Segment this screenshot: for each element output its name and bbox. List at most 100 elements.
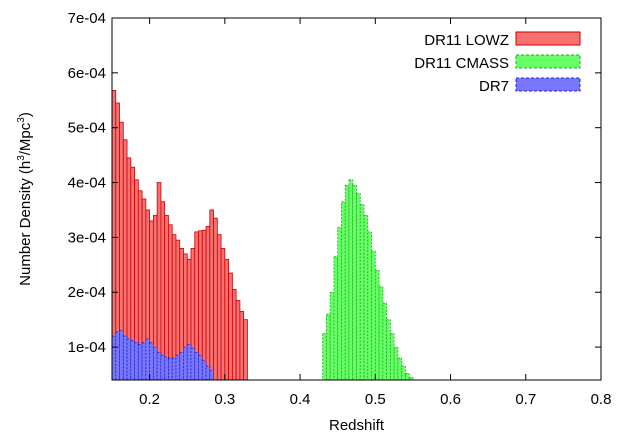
y-axis-title: Number Density (h3/Mpc3) — [16, 112, 34, 286]
bar — [164, 215, 169, 381]
bar — [235, 300, 241, 381]
bar — [156, 352, 162, 381]
bar — [216, 234, 222, 381]
bar — [198, 354, 203, 381]
bar — [220, 247, 226, 381]
bar — [119, 330, 124, 381]
bar — [171, 357, 177, 381]
series-2 — [111, 330, 214, 381]
bar — [205, 365, 211, 381]
bar — [201, 360, 207, 381]
bar — [378, 286, 384, 381]
legend-swatch — [515, 31, 581, 46]
y-axis-title-mid: /Mpc — [17, 122, 34, 155]
bar — [175, 354, 181, 381]
plot-frame — [111, 17, 602, 381]
histogram-bars — [111, 90, 414, 381]
bar — [231, 289, 237, 381]
x-tick-label: 0.5 — [365, 391, 386, 408]
bar — [145, 338, 151, 381]
bar — [322, 332, 327, 381]
bar — [209, 209, 214, 381]
y-axis-title-prefix: Number Density (h — [17, 161, 34, 286]
bar — [329, 291, 335, 381]
bar — [363, 215, 369, 381]
y-tick-label: 4e-04 — [68, 175, 106, 192]
y-tick-label: 7e-04 — [68, 10, 106, 27]
bar — [374, 269, 380, 381]
legend-label: DR11 LOWZ — [424, 32, 509, 49]
bar — [228, 272, 233, 381]
bar — [348, 179, 354, 381]
x-axis-title: Redshift — [329, 417, 385, 434]
bar — [134, 342, 139, 381]
bar — [359, 204, 365, 381]
bar — [156, 182, 162, 381]
x-tick-label: 0.2 — [139, 391, 160, 408]
bar — [141, 342, 147, 381]
bar — [183, 346, 188, 381]
bar — [367, 231, 372, 381]
bar — [401, 365, 406, 381]
y-tick-label: 1e-04 — [68, 339, 106, 356]
bar — [160, 201, 166, 381]
bar — [152, 346, 158, 381]
y-axis-title-sup2: 3 — [16, 117, 27, 123]
bar — [356, 193, 361, 381]
bar — [122, 335, 128, 381]
bar — [111, 335, 117, 381]
bar — [213, 217, 218, 381]
axis-ticks: 0.2 0.3 0.4 0.5 0.6 0.7 0.8 1e-04 2e-04 3e-04 4e-0… — [68, 10, 612, 408]
bar — [137, 343, 143, 381]
bar — [205, 226, 211, 381]
bar — [397, 357, 403, 381]
bar — [160, 354, 166, 381]
bar — [386, 319, 391, 381]
bar — [209, 369, 214, 381]
bar — [337, 227, 342, 381]
x-tick-label: 0.7 — [515, 391, 536, 408]
bar — [201, 229, 207, 381]
bar — [130, 340, 135, 381]
legend: DR11 LOWZ DR11 CMASS DR7 — [414, 31, 581, 95]
x-tick-label: 0.6 — [440, 391, 461, 408]
legend-label: DR11 CMASS — [414, 55, 509, 72]
y-tick-label: 6e-04 — [68, 65, 106, 82]
bar — [371, 250, 376, 381]
legend-label: DR7 — [479, 78, 509, 95]
bar — [239, 311, 245, 381]
series-1 — [322, 179, 414, 381]
y-axis-title-suffix: ) — [17, 112, 34, 117]
bar — [164, 356, 169, 381]
bar — [341, 201, 346, 381]
bar — [179, 352, 184, 381]
bar — [168, 357, 173, 381]
bar — [326, 313, 331, 381]
bar — [224, 258, 230, 381]
bar — [149, 342, 154, 381]
bar — [126, 338, 132, 381]
x-tick-label: 0.3 — [214, 391, 235, 408]
x-tick-label: 0.8 — [591, 391, 612, 408]
y-axis-title-sup1: 3 — [16, 155, 27, 161]
bar — [393, 346, 399, 381]
bar — [243, 319, 248, 381]
y-tick-label: 3e-04 — [68, 229, 106, 246]
bar — [333, 256, 339, 381]
bar — [186, 343, 192, 381]
bar — [168, 224, 173, 381]
bar — [404, 373, 410, 381]
series-0 — [111, 90, 248, 381]
y-tick-label: 5e-04 — [68, 120, 106, 137]
bar — [344, 184, 350, 381]
bar — [352, 184, 357, 381]
bar — [382, 302, 387, 381]
bar — [190, 347, 196, 381]
y-tick-label: 2e-04 — [68, 284, 106, 301]
bar — [194, 352, 199, 381]
legend-swatch — [515, 77, 581, 92]
x-tick-label: 0.4 — [290, 391, 311, 408]
legend-swatch — [515, 54, 581, 69]
bar — [389, 332, 395, 381]
